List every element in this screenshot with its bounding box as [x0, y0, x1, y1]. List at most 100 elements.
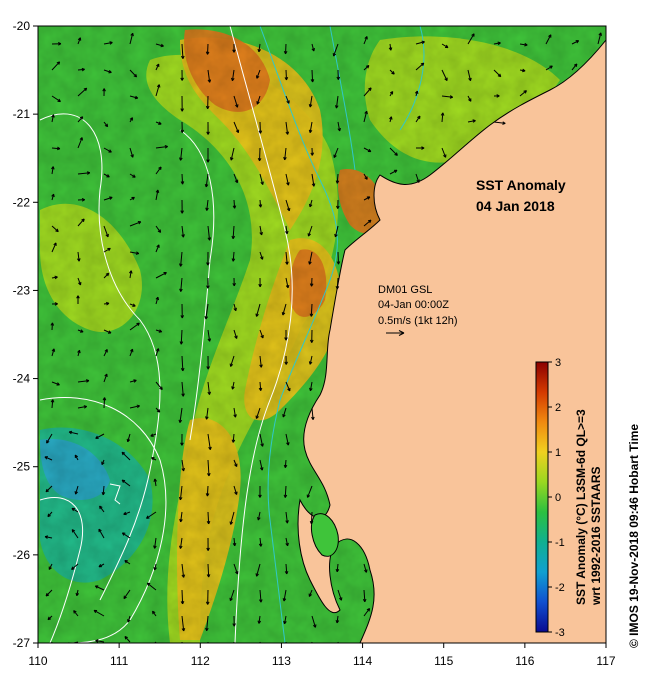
current-arrow [233, 95, 239, 108]
current-arrow [258, 537, 263, 547]
current-arrow [51, 41, 62, 46]
longitude-axis: 110 111 112 113 114 115 116 117 [28, 643, 616, 668]
current-arrow [232, 615, 236, 627]
current-arrow [415, 173, 420, 183]
current-arrow [45, 589, 53, 597]
current-arrow [259, 173, 264, 185]
current-arrow [415, 62, 425, 71]
current-arrow [285, 95, 290, 104]
current-arrow [334, 225, 339, 238]
current-arrow [103, 69, 112, 74]
current-arrow [51, 166, 55, 175]
current-arrow [206, 511, 211, 525]
current-arrow [74, 454, 79, 461]
current-arrow [571, 63, 578, 71]
current-arrow [76, 295, 80, 305]
current-arrow [103, 373, 108, 383]
scale-arrow [386, 330, 405, 336]
current-arrow [155, 144, 168, 149]
current-arrow [206, 355, 210, 370]
current-arrow [129, 270, 133, 279]
current-arrow [205, 407, 209, 420]
current-arrow [206, 277, 210, 289]
current-arrow [181, 225, 185, 238]
sst-contour [39, 496, 84, 643]
current-arrow [334, 95, 339, 109]
current-arrow [51, 95, 61, 103]
current-arrow [309, 329, 314, 343]
current-arrow [129, 147, 134, 158]
current-arrow [389, 69, 395, 75]
current-arrow [229, 147, 235, 161]
current-arrow [51, 381, 60, 386]
current-arrow [181, 381, 185, 397]
current-arrow [155, 381, 163, 391]
lon-tick-label: 113 [272, 654, 291, 668]
current-arrow [180, 199, 184, 214]
current-arrow [259, 589, 263, 603]
current-arrow [77, 67, 85, 72]
lon-tick-label: 111 [110, 654, 129, 668]
current-arrow [545, 65, 553, 71]
current-arrow [256, 95, 261, 105]
current-arrow [306, 485, 313, 498]
current-arrow [153, 478, 158, 487]
current-label-line1: DM01 GSL [378, 284, 432, 296]
current-arrow [129, 251, 140, 255]
current-arrow [284, 563, 289, 575]
lat-tick-label: -22 [13, 195, 31, 209]
current-arrow [77, 116, 84, 123]
current-arrow [281, 303, 287, 316]
current-arrow [440, 112, 445, 123]
current-arrow [180, 95, 184, 112]
current-arrow [44, 456, 53, 461]
current-arrow [51, 302, 58, 306]
current-arrow [51, 348, 56, 357]
current-arrow [51, 242, 57, 253]
current-arrow [50, 322, 55, 331]
current-arrow [155, 296, 160, 305]
current-arrow [51, 193, 55, 201]
current-arrow [309, 277, 314, 287]
current-arrow [363, 219, 372, 227]
current-arrow [129, 220, 142, 227]
current-arrow [363, 608, 371, 617]
current-arrow [204, 303, 209, 320]
current-arrow [124, 636, 131, 643]
current-arrow [129, 379, 137, 383]
current-arrow [285, 381, 291, 392]
current-arrow [232, 199, 237, 209]
current-arrow [259, 433, 264, 447]
map-title-line2: 04 Jan 2018 [476, 198, 555, 214]
current-arrow [129, 117, 133, 123]
current-arrow [98, 528, 105, 539]
current-arrow [77, 171, 91, 175]
sst-contour [179, 129, 215, 441]
current-arrow [95, 433, 105, 439]
lat-tick-label: -23 [13, 283, 31, 297]
current-arrow [493, 121, 506, 125]
current-arrow [310, 69, 315, 83]
current-arrow [77, 379, 90, 383]
current-arrow [597, 32, 602, 45]
current-arrow [180, 43, 185, 59]
current-arrow [93, 609, 105, 617]
current-arrow [205, 43, 210, 55]
current-arrow [205, 95, 210, 110]
current-arrow [255, 407, 261, 419]
current-arrow [180, 355, 185, 372]
current-arrow [285, 121, 290, 135]
current-arrow [362, 589, 367, 603]
current-arrow [77, 218, 85, 227]
current-arrow [230, 69, 235, 82]
current-arrow [285, 251, 289, 265]
current-arrow [48, 563, 53, 570]
current-vectors [44, 32, 602, 643]
current-arrow [259, 459, 264, 471]
current-arrow [231, 381, 235, 390]
colorbar-tick-label: 1 [555, 447, 561, 459]
map-title-line1: SST Anomaly [476, 177, 566, 193]
bathymetry-contour [329, 26, 356, 171]
current-arrow [126, 433, 131, 443]
current-arrow [155, 63, 160, 71]
